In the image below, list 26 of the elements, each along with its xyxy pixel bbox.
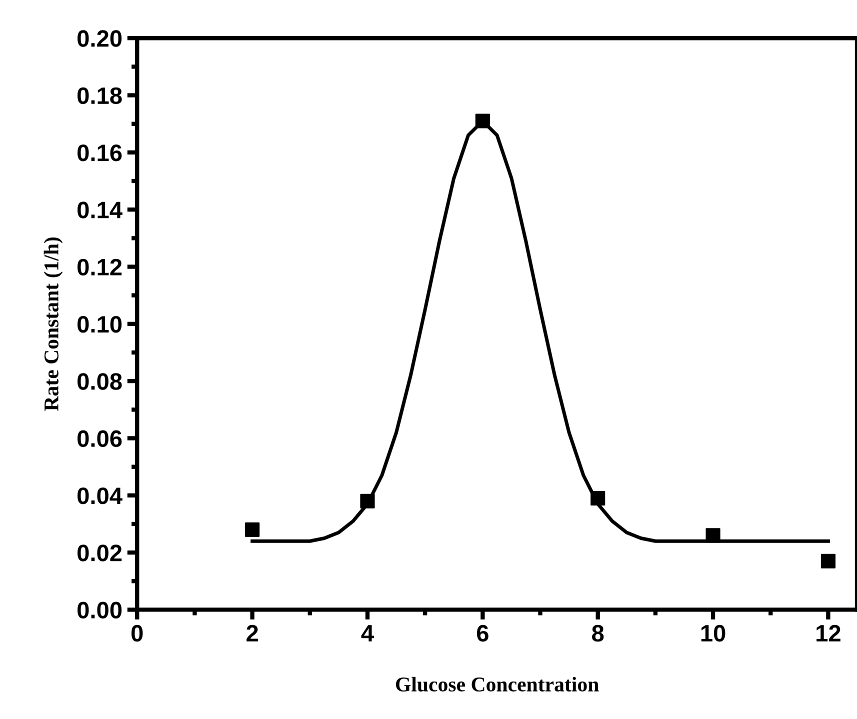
y-tick-label: 0.00 [78, 602, 122, 618]
point [590, 490, 606, 506]
x-tick-label: 12 [816, 624, 840, 642]
x-tick-label: 8 [592, 624, 604, 642]
y-tick-label: 0.12 [78, 258, 122, 276]
point [475, 114, 490, 128]
point [245, 522, 260, 537]
y-tick-label: 0.06 [78, 430, 122, 448]
y-axis-title: Rate Constant (1/h) [44, 237, 63, 411]
point [820, 554, 836, 568]
y-tick-label: 0.04 [78, 487, 122, 504]
y-tick-label: 0.18 [78, 87, 122, 104]
x-tick-label: 4 [361, 625, 374, 642]
y-tick-label: 0.08 [78, 373, 122, 390]
x-tick-label: 6 [476, 624, 488, 642]
point [706, 528, 720, 543]
y-tick-label: 0.16 [78, 144, 122, 162]
y-tick-label: 0.10 [78, 316, 122, 333]
point [360, 494, 375, 508]
y-tick-label: 0.14 [78, 202, 122, 218]
y-tick-label: 0.20 [78, 30, 122, 47]
x-tick-label: 0 [131, 624, 143, 642]
x-tick-label: 2 [246, 624, 258, 642]
x-axis-title: Glucose Concentration [396, 676, 599, 692]
y-tick-label: 0.02 [78, 544, 122, 562]
x-tick-label: 10 [701, 624, 726, 642]
